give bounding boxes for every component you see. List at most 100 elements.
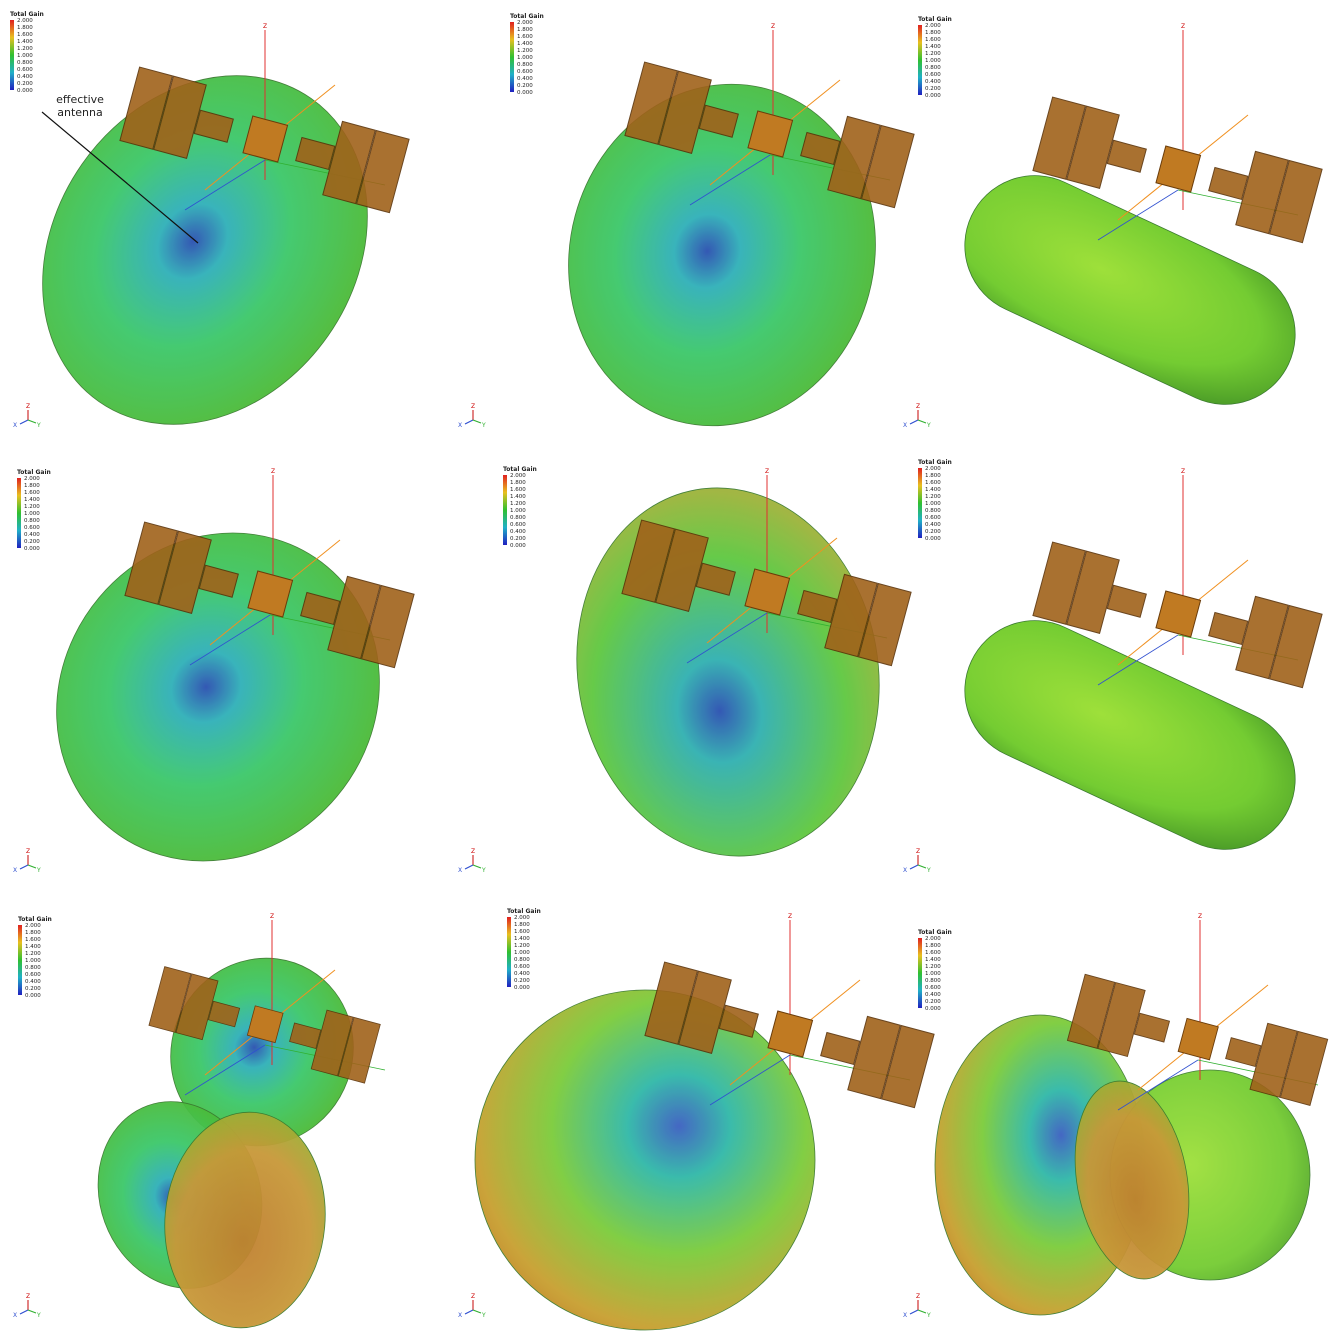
legend-tick: 1.600 bbox=[925, 37, 941, 43]
triad-x bbox=[19, 419, 29, 425]
satellite-body bbox=[767, 1010, 814, 1058]
triad-label: Y bbox=[926, 1312, 931, 1319]
solar-panel bbox=[295, 136, 336, 171]
solar-panel bbox=[820, 1031, 861, 1066]
panel: Z Total Gain2.0001.8001.6001.4001.2001.00… bbox=[458, 908, 935, 1331]
solar-panel bbox=[1032, 541, 1087, 625]
triad-label: Z bbox=[916, 403, 920, 410]
legend-tick: 1.800 bbox=[514, 922, 530, 928]
solar-panel bbox=[1066, 973, 1116, 1049]
legend-tick: 0.400 bbox=[925, 79, 941, 85]
solar-panel bbox=[289, 1022, 322, 1050]
satellite bbox=[119, 66, 410, 214]
legend-tick: 1.200 bbox=[925, 964, 941, 970]
satellite-body bbox=[744, 568, 791, 616]
legend-tick: 0.200 bbox=[517, 83, 533, 89]
axis-label: Z bbox=[765, 468, 769, 475]
legend-tick: 0.200 bbox=[514, 978, 530, 984]
solar-panel bbox=[1249, 1022, 1298, 1098]
legend-tick: 1.800 bbox=[17, 25, 33, 31]
legend-tick: 1.000 bbox=[925, 971, 941, 977]
triad-y bbox=[472, 864, 482, 869]
triad-label: Y bbox=[36, 867, 41, 874]
legend-tick: 1.800 bbox=[925, 943, 941, 949]
legend-tick: 0.000 bbox=[517, 90, 533, 96]
solar-panel bbox=[1133, 1012, 1171, 1043]
legend-tick: 0.600 bbox=[925, 72, 941, 78]
axis-label: Z bbox=[1198, 913, 1202, 920]
legend-title: Total Gain bbox=[10, 11, 44, 18]
legend-tick: 0.400 bbox=[517, 76, 533, 82]
triad-label: X bbox=[458, 867, 462, 874]
legend-title: Total Gain bbox=[503, 466, 537, 473]
triad-label: X bbox=[903, 1312, 907, 1319]
legend-tick: 1.200 bbox=[517, 48, 533, 54]
legend-tick: 0.600 bbox=[24, 525, 40, 531]
triad-y bbox=[917, 1309, 927, 1314]
color-scale bbox=[918, 25, 922, 95]
legend-tick: 0.400 bbox=[25, 979, 41, 985]
triad-label: Y bbox=[926, 422, 931, 429]
panel: Z Total Gain2.0001.8001.6001.4001.2001.00… bbox=[903, 16, 1323, 429]
gain-pattern bbox=[964, 620, 1296, 850]
satellite bbox=[1066, 973, 1329, 1106]
legend-tick: 0.000 bbox=[514, 985, 530, 991]
triad-label: X bbox=[903, 867, 907, 874]
legend-tick: 1.400 bbox=[510, 494, 526, 500]
legend-tick: 0.600 bbox=[510, 522, 526, 528]
annotation-leader bbox=[41, 111, 199, 244]
legend-tick: 2.000 bbox=[17, 18, 33, 24]
legend-tick: 0.800 bbox=[925, 508, 941, 514]
panel: Z Total Gain2.0001.8001.6001.4001.2001.00… bbox=[903, 913, 1329, 1319]
legend-title: Total Gain bbox=[918, 459, 952, 466]
triad-label: Y bbox=[481, 422, 486, 429]
triad-x bbox=[19, 864, 29, 870]
triad-x bbox=[19, 1309, 29, 1315]
legend-tick: 2.000 bbox=[510, 473, 526, 479]
legend-title: Total Gain bbox=[18, 916, 52, 923]
legend-tick: 0.600 bbox=[25, 972, 41, 978]
axis-line bbox=[1117, 1059, 1199, 1111]
solar-panel bbox=[1235, 150, 1289, 235]
triad-label: Z bbox=[916, 1293, 920, 1300]
triad-x bbox=[464, 1309, 474, 1315]
triad-label: Y bbox=[36, 422, 41, 429]
triad-label: X bbox=[13, 867, 17, 874]
gain-pattern bbox=[164, 1111, 326, 1329]
solar-panel bbox=[327, 575, 381, 660]
legend-tick: 2.000 bbox=[514, 915, 530, 921]
legend-title: Total Gain bbox=[918, 929, 952, 936]
legend-tick: 1.200 bbox=[925, 494, 941, 500]
solar-panel bbox=[355, 129, 410, 214]
solar-panel bbox=[827, 115, 881, 200]
legend-tick: 0.800 bbox=[925, 65, 941, 71]
legend-tick: 1.200 bbox=[514, 943, 530, 949]
axis-line bbox=[1097, 634, 1179, 686]
triad-label: X bbox=[458, 1312, 462, 1319]
legend-tick: 1.000 bbox=[24, 511, 40, 517]
panel: Z Total Gain2.0001.8001.6001.4001.2001.00… bbox=[13, 468, 415, 874]
satellite-body bbox=[247, 570, 294, 618]
axis-label: Z bbox=[771, 23, 775, 30]
axis-line bbox=[184, 1044, 266, 1096]
solar-panel bbox=[1235, 595, 1289, 680]
triad-x bbox=[464, 419, 474, 425]
legend-tick: 0.800 bbox=[514, 957, 530, 963]
solar-panel bbox=[1066, 105, 1120, 189]
solar-panel bbox=[1097, 981, 1146, 1058]
legend-tick: 0.200 bbox=[925, 86, 941, 92]
solar-panel bbox=[337, 1016, 381, 1084]
legend-tick: 1.000 bbox=[510, 508, 526, 514]
legend-tick: 1.000 bbox=[514, 950, 530, 956]
satellite-body bbox=[747, 110, 794, 158]
triad-label: Y bbox=[36, 1312, 41, 1319]
legend-tick: 0.800 bbox=[925, 978, 941, 984]
triad-y bbox=[917, 864, 927, 869]
legend-tick: 0.000 bbox=[925, 536, 941, 542]
solar-panel bbox=[824, 573, 878, 658]
solar-panel bbox=[718, 1004, 759, 1038]
legend-tick: 0.000 bbox=[24, 546, 40, 552]
gain-pattern bbox=[56, 532, 380, 862]
legend-tick: 1.200 bbox=[925, 51, 941, 57]
